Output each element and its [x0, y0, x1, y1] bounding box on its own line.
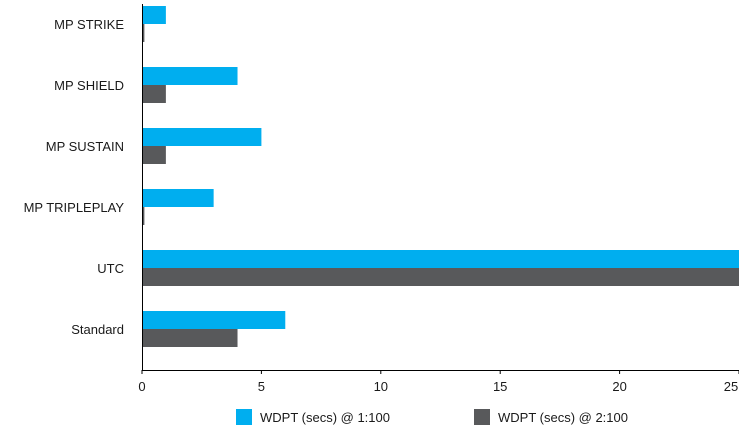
legend-swatch-1 [236, 409, 252, 425]
x-tick-label: 5 [258, 379, 265, 394]
bar-standard-series-2 [142, 329, 238, 347]
x-tick-label: 25 [724, 379, 738, 394]
bar-mp-strike-series-1 [142, 6, 166, 24]
category-label: MP TRIPLEPLAY [24, 200, 125, 215]
legend-item-2: WDPT (secs) @ 2:100 [474, 409, 628, 425]
bar-standard-series-1 [142, 311, 286, 329]
legend-label-2: WDPT (secs) @ 2:100 [498, 409, 628, 425]
bar-mp-tripleplay-series-2 [142, 207, 145, 225]
category-label: MP SUSTAIN [46, 139, 124, 154]
bar-utc-series-2 [142, 268, 739, 286]
x-tick-label: 20 [612, 379, 626, 394]
legend-swatch-2 [474, 409, 490, 425]
category-labels: MP STRIKE MP SHIELD MP SUSTAIN MP TRIPLEPLA… [24, 17, 125, 337]
category-label: MP STRIKE [54, 17, 124, 32]
bar-mp-sustain-series-1 [142, 128, 262, 146]
category-label: UTC [97, 261, 124, 276]
legend: WDPT (secs) @ 1:100 WDPT (secs) @ 2:100 [0, 409, 739, 429]
category-label: Standard [71, 322, 124, 337]
x-axis-ticks: 0 5 10 15 20 25 [138, 370, 739, 394]
bar-mp-strike-series-2 [142, 24, 145, 42]
category-label: MP SHIELD [54, 78, 124, 93]
legend-item-1: WDPT (secs) @ 1:100 [236, 409, 390, 425]
bar-utc-series-1 [142, 250, 739, 268]
bar-mp-shield-series-1 [142, 67, 238, 85]
bar-mp-shield-series-2 [142, 85, 166, 103]
x-tick-label: 10 [374, 379, 388, 394]
x-tick-label: 15 [493, 379, 507, 394]
bar-mp-sustain-series-2 [142, 146, 166, 164]
bars-group [142, 6, 739, 347]
x-tick-label: 0 [138, 379, 145, 394]
bar-mp-tripleplay-series-1 [142, 189, 214, 207]
legend-label-1: WDPT (secs) @ 1:100 [260, 409, 390, 425]
